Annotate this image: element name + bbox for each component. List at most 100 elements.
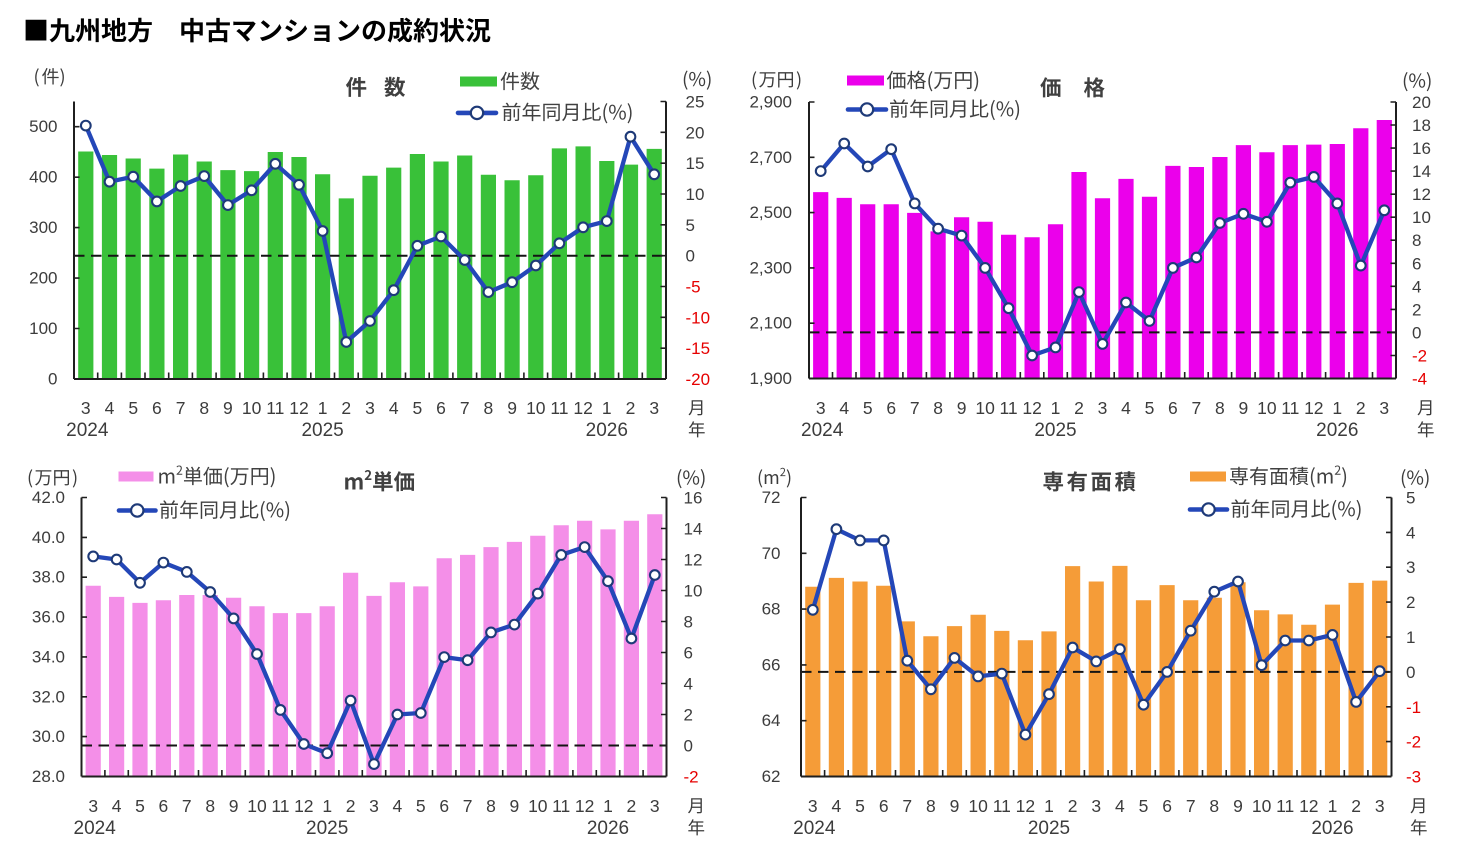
svg-text:2: 2 — [1406, 593, 1415, 612]
svg-text:9: 9 — [507, 398, 517, 418]
svg-text:72: 72 — [762, 488, 781, 507]
svg-text:64: 64 — [762, 711, 781, 730]
svg-text:1: 1 — [1328, 796, 1338, 816]
svg-text:10: 10 — [968, 796, 988, 816]
svg-text:4: 4 — [389, 398, 399, 418]
svg-text:11: 11 — [266, 398, 284, 418]
svg-text:12: 12 — [575, 796, 594, 816]
svg-text:68: 68 — [762, 600, 781, 619]
svg-text:7: 7 — [1186, 796, 1196, 816]
svg-text:-5: -5 — [686, 278, 701, 297]
svg-text:11: 11 — [993, 796, 1011, 816]
svg-text:2026: 2026 — [1316, 420, 1358, 441]
svg-text:-2: -2 — [1412, 347, 1427, 366]
svg-text:4: 4 — [1121, 398, 1131, 418]
svg-text:400: 400 — [29, 168, 57, 187]
svg-text:6: 6 — [879, 796, 889, 816]
svg-text:3: 3 — [816, 398, 826, 418]
svg-text:9: 9 — [229, 796, 239, 816]
svg-text:9: 9 — [957, 398, 967, 418]
svg-text:3: 3 — [650, 796, 660, 816]
svg-text:1: 1 — [1332, 398, 1342, 418]
svg-text:30.0: 30.0 — [32, 727, 65, 746]
svg-text:5: 5 — [135, 796, 145, 816]
svg-text:8: 8 — [1215, 398, 1225, 418]
svg-text:40.0: 40.0 — [32, 528, 65, 547]
svg-text:10: 10 — [1257, 398, 1277, 418]
svg-text:-15: -15 — [686, 339, 711, 358]
svg-text:5: 5 — [416, 796, 426, 816]
svg-text:6: 6 — [886, 398, 896, 418]
svg-text:4: 4 — [105, 398, 115, 418]
svg-text:5: 5 — [413, 398, 423, 418]
svg-text:2: 2 — [1412, 300, 1421, 319]
svg-text:18: 18 — [1412, 116, 1431, 135]
svg-text:14: 14 — [684, 520, 703, 539]
svg-text:9: 9 — [950, 796, 960, 816]
svg-text:5: 5 — [686, 216, 695, 235]
svg-text:7: 7 — [176, 398, 186, 418]
svg-text:10: 10 — [975, 398, 995, 418]
svg-text:2: 2 — [1356, 398, 1366, 418]
svg-text:9: 9 — [1233, 796, 1243, 816]
svg-text:1: 1 — [603, 796, 613, 816]
svg-text:-10: -10 — [686, 308, 711, 327]
svg-text:5: 5 — [863, 398, 873, 418]
svg-text:9: 9 — [1239, 398, 1249, 418]
svg-text:6: 6 — [1162, 796, 1172, 816]
svg-text:3: 3 — [1379, 398, 1389, 418]
svg-text:500: 500 — [29, 117, 57, 136]
svg-text:6: 6 — [1412, 254, 1421, 273]
svg-text:2026: 2026 — [587, 818, 629, 839]
svg-text:7: 7 — [1192, 398, 1202, 418]
svg-text:12: 12 — [1412, 185, 1431, 204]
svg-text:11: 11 — [271, 796, 289, 816]
svg-text:4: 4 — [1406, 523, 1415, 542]
svg-text:2024: 2024 — [801, 420, 844, 441]
svg-text:4: 4 — [1115, 796, 1125, 816]
svg-text:6: 6 — [152, 398, 162, 418]
svg-text:10: 10 — [247, 796, 267, 816]
svg-text:5: 5 — [1145, 398, 1155, 418]
svg-text:10: 10 — [242, 398, 262, 418]
svg-text:0: 0 — [684, 737, 693, 756]
svg-text:1,900: 1,900 — [749, 369, 792, 388]
svg-text:10: 10 — [1252, 796, 1272, 816]
svg-text:42.0: 42.0 — [32, 488, 65, 507]
svg-text:1: 1 — [1406, 628, 1415, 647]
svg-text:11: 11 — [1276, 796, 1294, 816]
svg-text:2024: 2024 — [793, 818, 836, 839]
svg-text:12: 12 — [573, 398, 592, 418]
svg-text:12: 12 — [289, 398, 308, 418]
svg-text:2024: 2024 — [74, 818, 117, 839]
svg-text:9: 9 — [510, 796, 520, 816]
svg-text:0: 0 — [48, 370, 57, 389]
svg-text:1: 1 — [1051, 398, 1061, 418]
svg-text:36.0: 36.0 — [32, 608, 65, 627]
svg-text:5: 5 — [1406, 489, 1415, 508]
svg-text:8: 8 — [484, 398, 494, 418]
svg-text:7: 7 — [460, 398, 470, 418]
svg-text:12: 12 — [1022, 398, 1041, 418]
svg-text:4: 4 — [684, 675, 693, 694]
svg-text:2: 2 — [346, 796, 356, 816]
svg-text:5: 5 — [1139, 796, 1149, 816]
svg-text:4: 4 — [1412, 277, 1421, 296]
svg-text:100: 100 — [29, 319, 57, 338]
svg-text:5: 5 — [855, 796, 865, 816]
svg-text:3: 3 — [649, 398, 659, 418]
svg-text:2: 2 — [1074, 398, 1084, 418]
svg-text:6: 6 — [1168, 398, 1178, 418]
svg-text:6: 6 — [159, 796, 169, 816]
svg-text:2,100: 2,100 — [749, 314, 792, 333]
svg-text:25: 25 — [686, 93, 705, 112]
svg-text:2025: 2025 — [306, 818, 348, 839]
svg-text:2024: 2024 — [66, 420, 109, 441]
svg-text:3: 3 — [365, 398, 375, 418]
svg-text:0: 0 — [1406, 663, 1415, 682]
svg-text:2: 2 — [684, 706, 693, 725]
svg-text:2026: 2026 — [586, 420, 628, 441]
svg-text:3: 3 — [1406, 558, 1415, 577]
svg-text:15: 15 — [686, 154, 705, 173]
svg-text:11: 11 — [1281, 398, 1299, 418]
